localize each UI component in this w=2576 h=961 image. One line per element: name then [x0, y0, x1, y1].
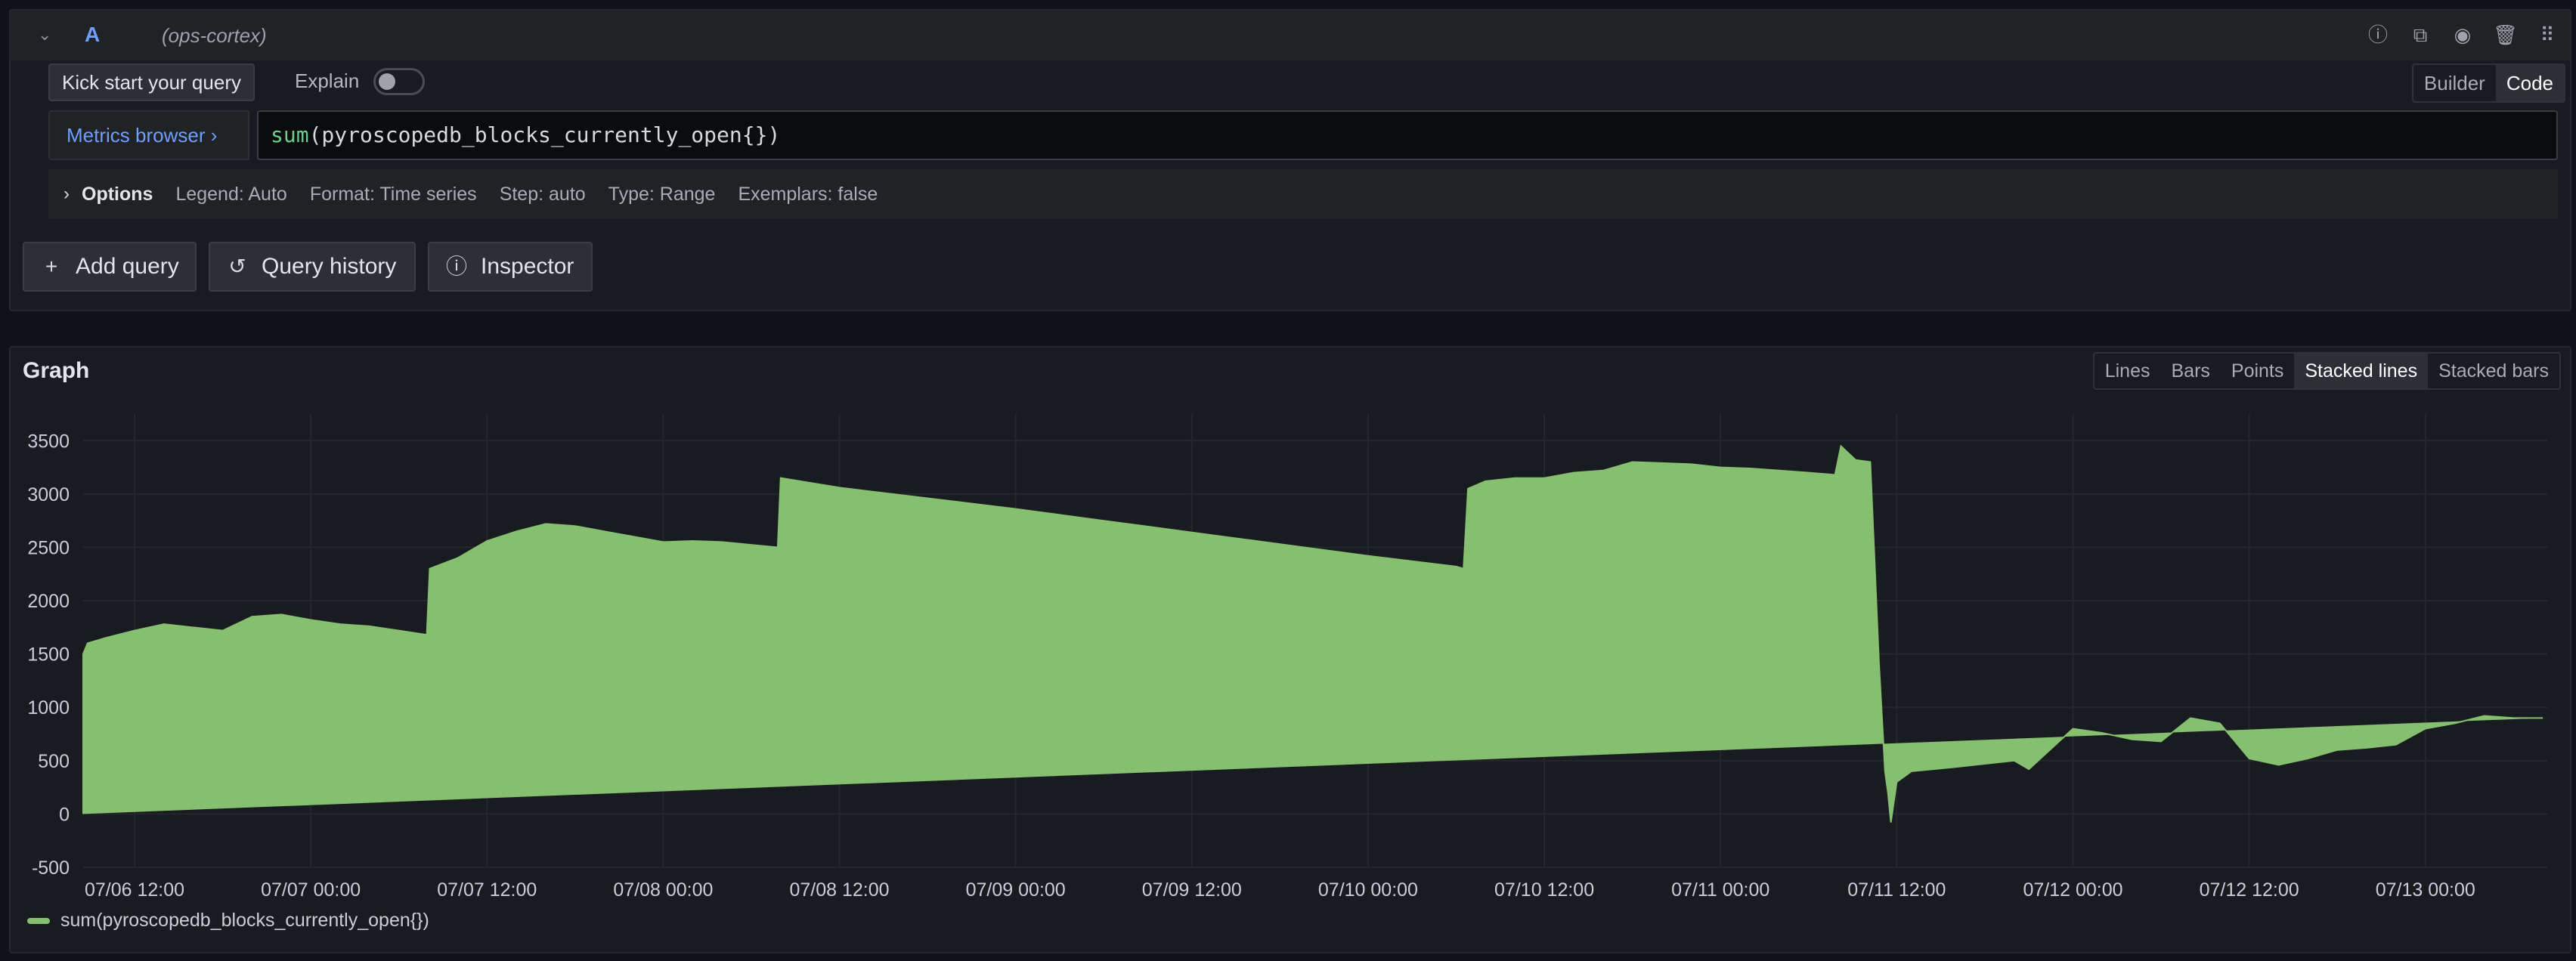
option-step: Step: auto: [499, 183, 586, 205]
add-query-label: Add query: [76, 254, 179, 279]
x-tick-label: 07/06 12:00: [85, 879, 184, 901]
graph-type-lines[interactable]: Lines: [2104, 360, 2150, 382]
y-tick-label: 1500: [27, 644, 70, 666]
graph-type-bars[interactable]: Bars: [2171, 360, 2210, 382]
option-format: Format: Time series: [309, 183, 477, 205]
collapse-chevron-icon[interactable]: ⌄: [38, 25, 52, 44]
y-tick-label: 3000: [27, 484, 70, 505]
inspector-button[interactable]: ⓘ Inspector: [428, 242, 593, 292]
options-title[interactable]: Options: [82, 183, 153, 205]
x-tick-label: 07/09 12:00: [1142, 879, 1242, 901]
y-tick-label: 2000: [27, 591, 70, 612]
query-history-label: Query history: [262, 254, 397, 279]
datasource-name: (ops-cortex): [162, 24, 267, 47]
query-code-input[interactable]: sum(pyroscopedb_blocks_currently_open{}): [257, 110, 2558, 160]
options-chevron-icon[interactable]: ›: [63, 184, 70, 204]
graph-type-toggle: Lines Bars Points Stacked lines Stacked …: [2092, 352, 2561, 390]
x-tick-label: 07/10 00:00: [1318, 879, 1418, 901]
series-area: [82, 444, 2543, 823]
option-legend: Legend: Auto: [175, 183, 287, 205]
y-tick-label: 0: [59, 804, 70, 825]
expr-function: sum: [271, 122, 309, 147]
legend-swatch: [27, 917, 50, 924]
history-icon: ↺: [228, 255, 246, 278]
x-tick-label: 07/12 12:00: [2200, 879, 2299, 901]
editor-mode-toggle: Builder Code: [2411, 63, 2565, 103]
x-tick-label: 07/07 00:00: [261, 879, 361, 901]
x-tick-label: 07/11 12:00: [1847, 879, 1946, 901]
query-row-actions: ⓘ ⧉ ◉ 🗑 ⠿: [2366, 23, 2559, 47]
query-options-row[interactable]: › Options Legend: Auto Format: Time seri…: [48, 169, 2558, 219]
drag-icon[interactable]: ⠿: [2540, 23, 2555, 46]
graph-type-stacked-bars[interactable]: Stacked bars: [2438, 360, 2549, 382]
x-tick-label: 07/12 00:00: [2023, 879, 2122, 901]
copy-icon[interactable]: ⧉: [2413, 23, 2428, 46]
y-tick-label: 500: [38, 751, 70, 772]
x-tick-label: 07/08 00:00: [613, 879, 713, 901]
add-query-button[interactable]: + Add query: [23, 242, 197, 292]
x-tick-label: 07/08 12:00: [789, 879, 889, 901]
builder-mode-button[interactable]: Builder: [2423, 72, 2485, 94]
y-axis: -500 0 500 1000 1500 2000 2500 3000 3500: [27, 431, 70, 879]
query-ref-id[interactable]: A: [85, 23, 101, 46]
info-icon: ⓘ: [445, 255, 467, 278]
expr-args: (pyroscopedb_blocks_currently_open{}): [308, 122, 781, 147]
x-tick-label: 07/07 12:00: [437, 879, 537, 901]
y-tick-label: -500: [32, 857, 70, 879]
query-row-header: ⌄ A (ops-cortex) ⓘ ⧉ ◉ 🗑 ⠿: [11, 11, 2570, 60]
kick-start-query-button[interactable]: Kick start your query: [48, 63, 255, 101]
x-tick-label: 07/09 00:00: [966, 879, 1066, 901]
y-tick-label: 3500: [27, 431, 70, 452]
chart-legend[interactable]: sum(pyroscopedb_blocks_currently_open{}): [27, 910, 429, 932]
explain-label: Explain: [295, 70, 360, 92]
trash-icon[interactable]: 🗑: [2493, 23, 2519, 46]
legend-series-name: sum(pyroscopedb_blocks_currently_open{}): [60, 910, 429, 931]
inspector-label: Inspector: [481, 254, 574, 279]
graph-type-stacked-lines[interactable]: Stacked lines: [2294, 354, 2429, 388]
x-tick-label: 07/10 12:00: [1494, 879, 1594, 901]
plus-icon: +: [45, 255, 58, 278]
help-icon[interactable]: ⓘ: [2367, 23, 2388, 46]
x-axis: 07/06 12:00 07/07 00:00 07/07 12:00 07/08 0…: [85, 879, 2475, 901]
code-mode-button[interactable]: Code: [2495, 65, 2564, 101]
graph-title: Graph: [23, 358, 90, 383]
x-tick-label: 07/11 00:00: [1671, 879, 1769, 901]
chart-series: [82, 444, 2543, 823]
graph-type-points[interactable]: Points: [2231, 360, 2284, 382]
query-history-button[interactable]: ↺ Query history: [209, 242, 416, 292]
explain-toggle[interactable]: [373, 68, 425, 95]
x-tick-label: 07/13 00:00: [2376, 879, 2475, 901]
y-tick-label: 2500: [27, 537, 70, 558]
option-type: Type: Range: [608, 183, 716, 205]
eye-icon[interactable]: ◉: [2454, 23, 2472, 46]
option-exemplars: Exemplars: false: [738, 183, 878, 205]
metrics-browser-button[interactable]: Metrics browser ›: [48, 110, 249, 160]
y-tick-label: 1000: [27, 697, 70, 718]
